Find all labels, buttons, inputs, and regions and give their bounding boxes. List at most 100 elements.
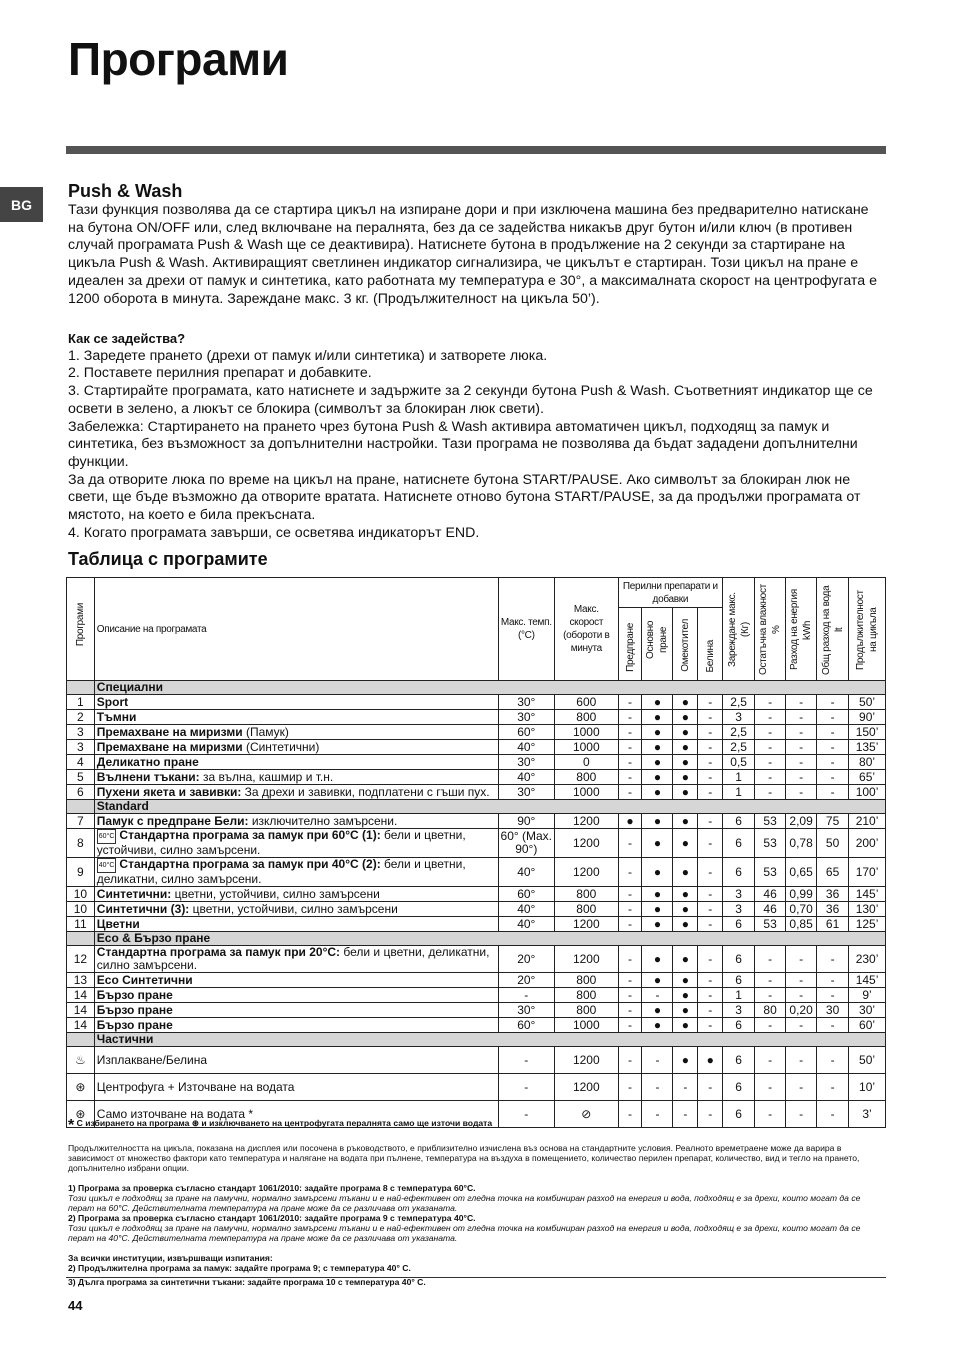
cell-value: 145’ — [848, 886, 886, 902]
institutions-note: За всички институции, извършващи изпитан… — [68, 1253, 273, 1263]
program-detail: Само източване на водата * — [96, 1106, 254, 1121]
cell-value: ● — [672, 886, 699, 902]
cell-value: - — [785, 769, 818, 785]
table-heading: Таблица с програмите — [68, 549, 268, 569]
cell-value: - — [785, 987, 818, 1003]
cell-value: - — [785, 739, 818, 755]
program-detail: цветни, устойчиви, силно замърсени — [171, 886, 380, 901]
program-number: 2 — [66, 709, 95, 725]
cell-value: 6 — [722, 1017, 756, 1033]
how-to-section: Как се задейства? 1. Заредете прането (д… — [68, 330, 888, 542]
cell-value: ● — [672, 1017, 699, 1033]
cell-value: 2,5 — [722, 694, 756, 710]
cell-value: - — [617, 901, 643, 917]
program-number: 1 — [66, 694, 95, 710]
cell-value: ● — [672, 769, 699, 785]
cell-value: 170’ — [848, 857, 886, 887]
cell-value: - — [754, 769, 787, 785]
note-2-detail: Този цикъл е подходящ за пране на памучн… — [68, 1223, 861, 1243]
col-description: Описание на програмата — [93, 577, 499, 681]
cell-value: 1000 — [554, 1017, 619, 1033]
col-moisture: Остатъчна влажност % — [758, 584, 783, 676]
cell-value: ● — [641, 709, 674, 725]
cell-value: - — [754, 709, 787, 725]
cell-value: - — [641, 1073, 674, 1101]
col-load: Зареждане макс. (Кг) — [726, 592, 751, 668]
cell-value: 30° — [497, 754, 556, 770]
cell-value: 800 — [554, 886, 619, 902]
program-number: 13 — [66, 972, 95, 988]
cell-value: ● — [672, 694, 699, 710]
col-main-wash: Основно пране — [645, 620, 670, 660]
section-row: Eco & Бързо пране — [66, 931, 887, 946]
cell-value: - — [697, 784, 724, 800]
cell-value: - — [617, 1017, 643, 1033]
program-description: 40°C Стандартна програма за памук при 40°… — [93, 857, 499, 887]
cell-value: - — [617, 945, 643, 973]
table-row: 11 Цветни 40° 1200- ● ● -6 53 0,85 61 125’ — [66, 916, 886, 932]
program-number: 4 — [66, 754, 95, 770]
cell-value: - — [697, 886, 724, 902]
cell-value: ● — [672, 916, 699, 932]
section-row: Частични — [66, 1032, 887, 1047]
cell-value: 0,5 — [722, 754, 756, 770]
cell-value: 40° — [497, 857, 556, 887]
cell-value: 80 — [754, 1002, 787, 1018]
cell-value: 230’ — [848, 945, 886, 973]
cell-value: ● — [617, 813, 643, 829]
institutions-note-2: 2) Продължителна програма за памук: зада… — [68, 1263, 411, 1273]
table-row: 9 40°C Стандартна програма за памук при 40… — [66, 857, 886, 887]
cell-value: - — [697, 901, 724, 917]
cell-value: - — [816, 694, 850, 710]
cell-value: - — [617, 754, 643, 770]
program-number: 11 — [66, 916, 95, 932]
col-bleach: Белина — [704, 639, 716, 673]
programs-table: Програми Описание на програмата Макс. те… — [66, 577, 887, 1128]
program-number: 9 — [66, 857, 95, 887]
col-softener: Омекотител — [679, 619, 691, 672]
program-name: Вълнени тъкани: — [96, 769, 200, 784]
title-divider — [66, 146, 886, 154]
cell-value: ● — [672, 784, 699, 800]
cell-value: 1200 — [554, 857, 619, 887]
cell-value: 50’ — [848, 694, 886, 710]
program-name: Стандартна програма за памук при 20°C: — [96, 945, 341, 959]
cell-value: - — [672, 1073, 699, 1101]
program-name: Памук с предпране Бели: — [96, 813, 249, 828]
temperature-icon: 40°C — [96, 858, 117, 873]
cell-value: 3 — [722, 709, 756, 725]
push-wash-heading: Push & Wash — [68, 181, 183, 201]
cell-value: 61 — [816, 916, 850, 932]
section-label: Standard — [93, 799, 887, 814]
cell-value: 0,99 — [785, 886, 818, 902]
cell-value: ● — [641, 972, 674, 988]
cell-value: ● — [672, 857, 699, 887]
cell-value: ● — [641, 694, 674, 710]
cell-value: 800 — [554, 1002, 619, 1018]
cell-value: 30° — [497, 784, 556, 800]
cell-value: 6 — [722, 1046, 756, 1074]
table-row: 6 Пухени якета и завивки: За дрехи и зави… — [66, 784, 886, 800]
cell-value: - — [785, 694, 818, 710]
program-name: Премахване на миризми — [96, 739, 243, 754]
cell-value: - — [816, 1100, 850, 1128]
footnotes: * С избирането на програма ⊛ и изключван… — [68, 1118, 886, 1288]
cell-value: - — [785, 1046, 818, 1074]
cell-value: ● — [641, 916, 674, 932]
language-tab: BG — [0, 187, 43, 222]
cell-value: 6 — [722, 857, 756, 887]
cell-value: ● — [641, 784, 674, 800]
cell-value: 36 — [816, 901, 850, 917]
program-description: 60°C Стандартна програма за памук при 60°… — [93, 828, 499, 858]
how-line: 2. Поставете перилния препарат и добавки… — [68, 365, 372, 382]
cell-value: ● — [641, 945, 674, 973]
program-number: 10 — [66, 901, 95, 917]
cell-value: - — [754, 1017, 787, 1033]
program-detail: (Памук) — [242, 724, 289, 739]
cell-value: ● — [672, 828, 699, 858]
program-description: Пухени якета и завивки: За дрехи и завив… — [93, 784, 499, 800]
cell-value: - — [617, 694, 643, 710]
cell-value: ● — [697, 1046, 724, 1074]
table-row: 2 Тъмни 30° 800- ● ● -3- - -90’ — [66, 709, 886, 725]
cell-value: - — [697, 857, 724, 887]
